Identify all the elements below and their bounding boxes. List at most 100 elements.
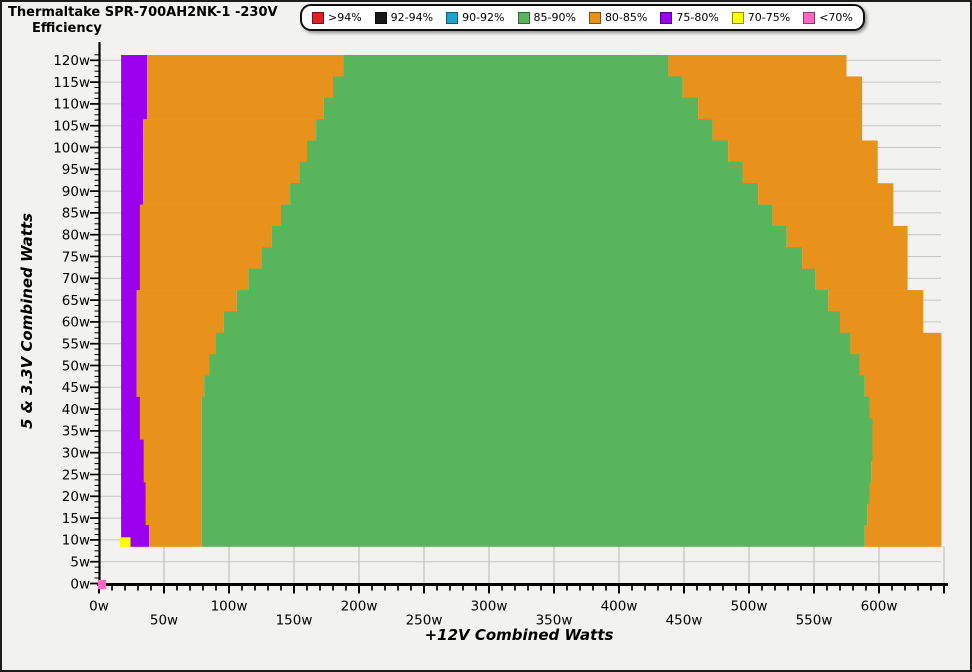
y-axis-title: 5 & 3.3V Combined Watts bbox=[18, 213, 36, 429]
legend-label: 70-75% bbox=[747, 11, 791, 24]
legend-label: 85-90% bbox=[533, 11, 576, 24]
map-segment bbox=[121, 161, 144, 184]
map-segment bbox=[121, 140, 144, 163]
map-segment bbox=[772, 204, 894, 227]
map-segment bbox=[143, 161, 300, 184]
legend-item: 85-90% bbox=[517, 11, 576, 24]
map-segment bbox=[121, 247, 140, 270]
svg-text:50w: 50w bbox=[62, 358, 90, 374]
legend-swatch bbox=[588, 11, 601, 24]
svg-text:40w: 40w bbox=[62, 402, 90, 418]
svg-text:25w: 25w bbox=[62, 467, 90, 483]
map-segment bbox=[815, 268, 908, 291]
legend-swatch bbox=[312, 11, 324, 24]
x-axis-title: +12V Combined Watts bbox=[424, 626, 614, 644]
svg-text:350w: 350w bbox=[536, 613, 573, 629]
map-segment bbox=[668, 55, 847, 77]
map-segment bbox=[121, 183, 144, 205]
map-segment bbox=[121, 332, 137, 355]
map-segment bbox=[121, 119, 144, 141]
svg-text:45w: 45w bbox=[62, 380, 90, 396]
svg-text:5w: 5w bbox=[70, 555, 90, 571]
svg-text:550w: 550w bbox=[796, 613, 833, 629]
map-segment bbox=[867, 503, 942, 526]
svg-text:300w: 300w bbox=[471, 599, 508, 615]
svg-text:65w: 65w bbox=[62, 293, 90, 309]
map-segment bbox=[139, 225, 272, 248]
legend-swatch bbox=[803, 11, 816, 24]
svg-text:75w: 75w bbox=[62, 249, 90, 265]
map-segment bbox=[201, 418, 873, 441]
svg-text:500w: 500w bbox=[731, 599, 768, 615]
map-segment bbox=[121, 311, 137, 334]
map-segment bbox=[682, 76, 863, 99]
svg-text:115w: 115w bbox=[53, 75, 90, 91]
svg-text:150w: 150w bbox=[276, 613, 313, 629]
map-segment bbox=[121, 76, 148, 99]
svg-text:30w: 30w bbox=[62, 446, 90, 462]
pink-block bbox=[98, 580, 107, 590]
map-segment bbox=[121, 418, 140, 441]
map-segment bbox=[139, 268, 249, 291]
svg-text:120w: 120w bbox=[53, 53, 90, 69]
svg-text:105w: 105w bbox=[53, 119, 90, 135]
map-segment bbox=[147, 55, 344, 77]
x-tick-labels: 0w 50w 100w 150w 200w 250w 300w 350w 400w 450w 500… bbox=[89, 599, 897, 629]
svg-text:0w: 0w bbox=[89, 599, 109, 615]
map-segment bbox=[145, 482, 202, 505]
map-segment bbox=[712, 119, 863, 141]
legend-label: 92-94% bbox=[390, 11, 434, 24]
svg-text:95w: 95w bbox=[62, 162, 90, 178]
map-segment bbox=[271, 225, 787, 248]
map-segment bbox=[236, 290, 829, 312]
map-segment bbox=[248, 268, 816, 291]
map-segment bbox=[143, 140, 307, 163]
map-segment bbox=[209, 354, 860, 376]
svg-text:600w: 600w bbox=[861, 599, 898, 615]
map-segment bbox=[201, 525, 865, 547]
map-segment bbox=[121, 225, 140, 248]
map-segment bbox=[139, 247, 262, 270]
svg-text:20w: 20w bbox=[62, 489, 90, 505]
map-segment bbox=[786, 225, 908, 248]
legend-item: >94% bbox=[312, 11, 362, 24]
svg-text:90w: 90w bbox=[62, 184, 90, 200]
svg-text:110w: 110w bbox=[53, 97, 90, 113]
map-segment bbox=[121, 268, 140, 291]
map-segment bbox=[121, 204, 140, 227]
legend-label: <70% bbox=[819, 11, 853, 24]
map-segment bbox=[121, 97, 148, 120]
map-segment bbox=[143, 461, 202, 483]
map-segment bbox=[145, 503, 202, 526]
map-segment bbox=[121, 375, 137, 398]
map-segment bbox=[201, 396, 870, 419]
map-segment bbox=[828, 290, 924, 312]
legend-swatch bbox=[446, 11, 459, 24]
map-segment bbox=[121, 354, 137, 376]
map-segment bbox=[143, 439, 202, 462]
map-segment bbox=[307, 140, 729, 163]
legend-item: 75-80% bbox=[660, 11, 719, 24]
map-segment bbox=[869, 482, 942, 505]
svg-text:50w: 50w bbox=[150, 613, 178, 629]
map-segment bbox=[201, 503, 868, 526]
map-segment bbox=[343, 55, 669, 77]
chart-title-line2: Efficiency bbox=[32, 21, 102, 36]
map-segment bbox=[742, 161, 878, 184]
efficiency-rows bbox=[121, 55, 942, 547]
svg-text:15w: 15w bbox=[62, 511, 90, 527]
map-segment bbox=[121, 439, 144, 462]
map-segment bbox=[864, 525, 942, 547]
map-segment bbox=[864, 375, 942, 398]
map-segment bbox=[872, 439, 942, 462]
map-segment bbox=[204, 375, 865, 398]
map-segment bbox=[121, 55, 148, 77]
map-segment bbox=[201, 439, 873, 462]
map-segment bbox=[139, 396, 202, 419]
legend-swatch bbox=[731, 11, 744, 24]
map-segment bbox=[201, 461, 872, 483]
map-segment bbox=[136, 332, 216, 355]
svg-text:100w: 100w bbox=[53, 140, 90, 156]
map-segment bbox=[216, 332, 851, 355]
